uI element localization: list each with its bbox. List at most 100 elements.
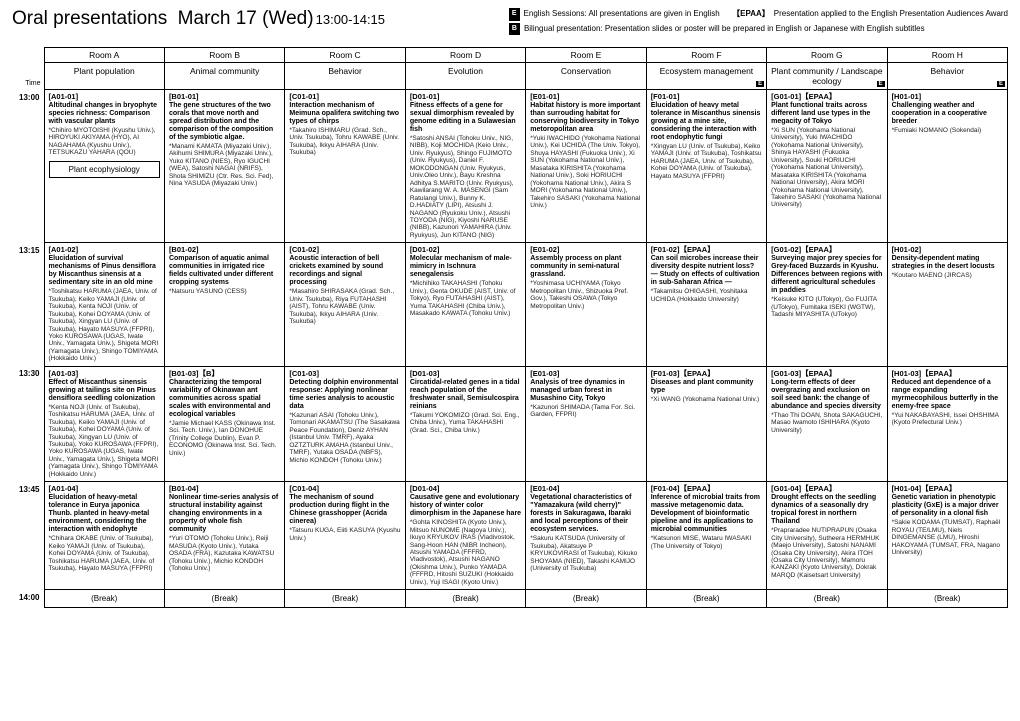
session-cell: [H01-03]【EPAA】Reduced ant dependence of … — [887, 366, 1007, 481]
session-code: [B01-01] — [169, 93, 280, 102]
session-title: Detecting dolphin environmental response… — [289, 379, 400, 411]
session-authors: *Manami KAMATA (Miyazaki Univ.), Akihumi… — [169, 143, 280, 188]
session-cell: [E01-04]Vegetational characteristics of … — [526, 482, 646, 590]
session-authors: *Kazunori SHIMADA (Tama For. Sci. Garden… — [530, 404, 641, 419]
topic-hdr: Conservation — [526, 63, 646, 90]
page-date: March 17 (Wed) — [178, 8, 314, 29]
session-title: Vegetational characteristics of "Yamazak… — [530, 494, 641, 534]
legend-e-tag: E — [509, 8, 520, 21]
session-cell: [D01-01]Fitness effects of a gene for se… — [405, 90, 525, 243]
time-cell: 13:00 — [12, 90, 44, 243]
session-code: [F01-03]【EPAA】 — [651, 370, 762, 379]
session-code: [E01-02] — [530, 246, 641, 255]
session-code: [H01-01] — [892, 93, 1003, 102]
session-title: Characterizing the temporal variability … — [169, 379, 280, 419]
session-title: Habitat history is more important than s… — [530, 102, 641, 134]
break-cell: (Break) — [646, 590, 766, 608]
session-authors: *Takumi YOKOMIZO (Grad. Sci. Eng., Chiba… — [410, 412, 521, 434]
session-authors: *Tatsuru KUGA, Eiiti KASUYA (Kyushu Univ… — [289, 527, 400, 542]
session-title: Drought effects on the seedling dynamics… — [771, 494, 882, 526]
session-authors: *Yuri OTOMO (Tohoku Univ.), Reiji MASUDA… — [169, 535, 280, 572]
topic-hdr: Evolution — [405, 63, 525, 90]
session-title: Long-term effects of deer overgrazing an… — [771, 379, 882, 411]
session-cell: [D01-04]Causative gene and evolutionary … — [405, 482, 525, 590]
session-cell: [E01-01]Habitat history is more importan… — [526, 90, 646, 243]
break-cell: (Break) — [164, 590, 284, 608]
session-title: Fitness effects of a gene for sexual dim… — [410, 102, 521, 134]
time-cell: 13:15 — [12, 243, 44, 367]
session-authors: *Thao Thi DOAN, Shota SAKAGUCHI, Masao I… — [771, 412, 882, 434]
session-cell: [A01-02]Elucidation of survival mechanis… — [44, 243, 164, 367]
session-title: Circatidal-related genes in a tidal reac… — [410, 379, 521, 411]
legend-b-tag: B — [509, 23, 520, 36]
session-cell: [B01-03]【B】Characterizing the temporal v… — [164, 366, 284, 481]
legend-epaa-text: Presentation applied to the English Pres… — [774, 8, 1008, 20]
legend-e-text: English Sessions: All presentations are … — [524, 8, 720, 20]
session-title: Analysis of tree dynamics in managed urb… — [530, 379, 641, 403]
session-authors: *Katsunori MISE, Wataru IWASAKI (The Uni… — [651, 535, 762, 550]
session-cell: [H01-04]【EPAA】Genetic variation in pheno… — [887, 482, 1007, 590]
session-authors: *Keisuke KITO (UTokyo), Go FUJITA (UToky… — [771, 296, 882, 318]
legend-b-text: Bilingual presentation: Presentation sli… — [524, 23, 925, 35]
session-code: [F01-02]【EPAA】 — [651, 246, 762, 255]
session-title: Comparison of aquatic animal communities… — [169, 255, 280, 287]
session-code: [H01-02] — [892, 246, 1003, 255]
session-title: Causative gene and evolutionary history … — [410, 494, 521, 518]
session-code: [F01-04]【EPAA】 — [651, 485, 762, 494]
time-cell: 13:30 — [12, 366, 44, 481]
session-cell: [F01-03]【EPAA】Diseases and plant communi… — [646, 366, 766, 481]
subtopic-box: Plant ecophysiology — [49, 161, 160, 178]
session-authors: *Jamie Michael KASS (Okinawa Inst. Sci. … — [169, 420, 280, 457]
session-title: Effect of Miscanthus sinensis growing at… — [49, 379, 160, 403]
session-authors: *Michihiko TAKAHASHI (Tohoku Univ.), Gen… — [410, 280, 521, 317]
session-authors: *Koutaro MAENO (JIRCAS) — [892, 272, 1003, 279]
session-cell: [D01-02]Molecular mechanism of male-mimi… — [405, 243, 525, 367]
session-code: [G01-02]【EPAA】 — [771, 246, 882, 255]
room-hdr: Room H — [887, 48, 1007, 63]
session-cell: [F01-01]Elucidation of heavy metal toler… — [646, 90, 766, 243]
session-cell: [D01-03]Circatidal-related genes in a ti… — [405, 366, 525, 481]
session-code: [C01-02] — [289, 246, 400, 255]
session-cell: [E01-02]Assembly process on plant commun… — [526, 243, 646, 367]
session-title: Interaction mechanism of Meimuna opalife… — [289, 102, 400, 126]
session-title: Acoustic interaction of bell crickets ex… — [289, 255, 400, 287]
break-cell: (Break) — [767, 590, 887, 608]
session-authors: *Chihara OKABE (Univ. of Tsukuba), Keiko… — [49, 535, 160, 572]
session-code: [G01-01]【EPAA】 — [771, 93, 882, 102]
session-title: Assembly process on plant community in s… — [530, 255, 641, 279]
session-authors: *Takahiro ISHIMARU (Grad. Sch., Univ. Ts… — [289, 127, 400, 157]
session-title: Plant functional traits across different… — [771, 102, 882, 126]
room-hdr: Room C — [285, 48, 405, 63]
session-cell: [A01-01]Altitudinal changes in bryophyte… — [44, 90, 164, 243]
session-authors: *Yoshimasa UCHIYAMA (Tokyo Metropolitan … — [530, 280, 641, 310]
session-code: [D01-02] — [410, 246, 521, 255]
session-cell: [H01-02]Density-dependent mating strateg… — [887, 243, 1007, 367]
session-authors: *Sakuru KATSUDA (University of Tsukuba),… — [530, 535, 641, 572]
time-cell: 14:00 — [12, 590, 44, 608]
time-cell: 13:45 — [12, 482, 44, 590]
topic-hdr: BehaviorE — [887, 63, 1007, 90]
session-authors: *Yuki IWACHIDO (Yokohama National Univ.)… — [530, 135, 641, 210]
session-authors: *Xingyan LU (Univ. of Tsukuba), Keiko YA… — [651, 143, 762, 180]
session-authors: *Kenta NOJI (Univ. of Tsukuba), Toshikat… — [49, 404, 160, 479]
session-code: [B01-02] — [169, 246, 280, 255]
session-code: [A01-04] — [49, 485, 160, 494]
session-cell: [G01-02]【EPAA】Surveying major prey speci… — [767, 243, 887, 367]
session-cell: [F01-04]【EPAA】Inference of microbial tra… — [646, 482, 766, 590]
e-icon: E — [997, 81, 1005, 87]
topic-hdr: Plant population — [44, 63, 164, 90]
session-title: Can soil microbes increase their diversi… — [651, 255, 762, 287]
topic-hdr: Behavior — [285, 63, 405, 90]
session-authors: *Xi SUN (Yokohama National University), … — [771, 127, 882, 209]
session-code: [C01-03] — [289, 370, 400, 379]
session-code: [E01-01] — [530, 93, 641, 102]
session-title: Molecular mechanism of male-mimicry in I… — [410, 255, 521, 279]
session-code: [F01-01] — [651, 93, 762, 102]
session-authors: *Takamitsu OHIGASHI, Yoshitaka UCHIDA (H… — [651, 288, 762, 303]
session-title: Elucidation of heavy-metal tolerance in … — [49, 494, 160, 534]
topic-hdr: Plant community / Landscape ecologyE — [767, 63, 887, 90]
session-code: [E01-03] — [530, 370, 641, 379]
session-cell: [B01-04]Nonlinear time-series analysis o… — [164, 482, 284, 590]
session-authors: *Prapraradee NUTIPRAPUN (Osaka City Univ… — [771, 527, 882, 579]
room-hdr: Room F — [646, 48, 766, 63]
